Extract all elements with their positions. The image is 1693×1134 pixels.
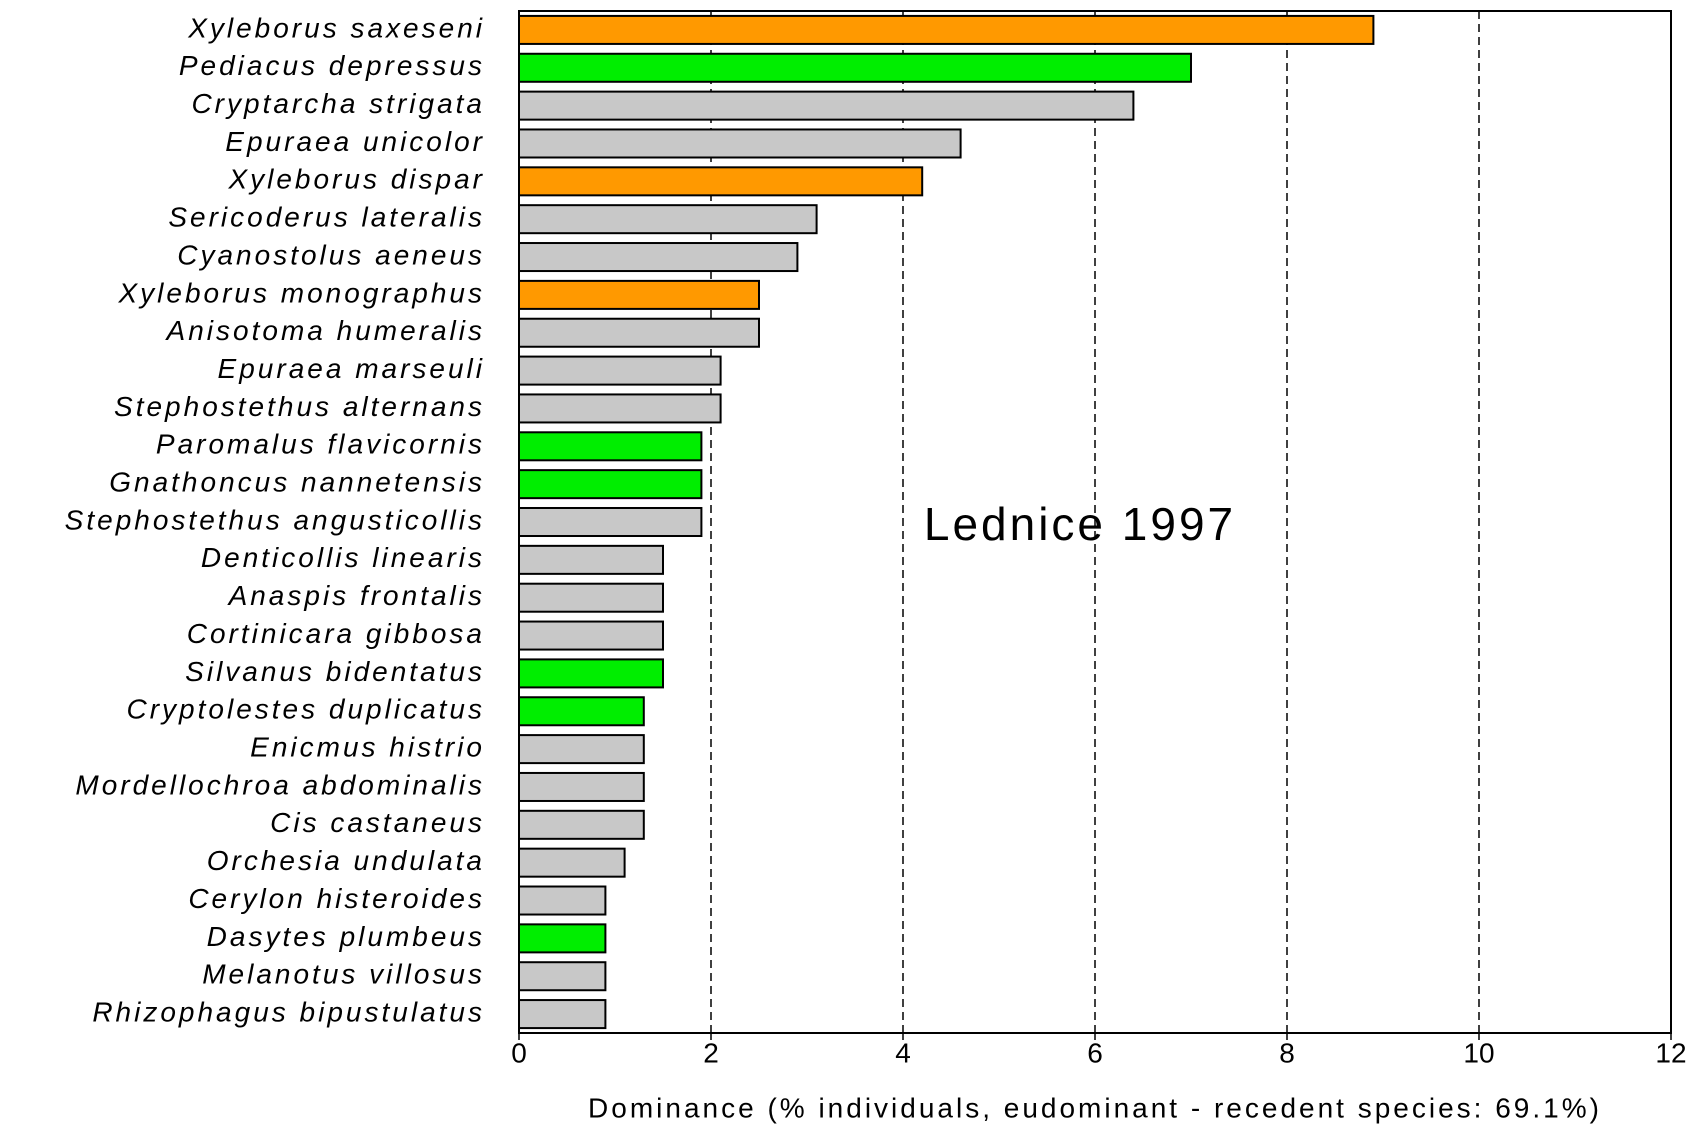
y-tick-label: Xyleborus saxeseni: [187, 12, 485, 43]
x-tick-label: 2: [703, 1037, 719, 1068]
x-tick-label: 4: [895, 1037, 911, 1068]
y-tick-label: Denticollis linearis: [201, 542, 485, 573]
bar: [518, 734, 645, 765]
bar: [518, 204, 818, 235]
plot-frame: [518, 10, 1672, 1034]
y-tick-label: Epuraea marseuli: [218, 353, 485, 384]
bar: [518, 809, 645, 840]
bar: [518, 469, 703, 500]
y-tick-label: Epuraea unicolor: [225, 126, 485, 157]
bar: [518, 999, 607, 1030]
bar: [518, 393, 722, 424]
y-tick-label: Xyleborus dispar: [227, 164, 485, 195]
y-tick-label: Stephostethus angusticollis: [65, 504, 485, 535]
bar: [518, 52, 1192, 83]
x-tick-label: 0: [511, 1037, 527, 1068]
bar: [518, 279, 760, 310]
y-tick-label: Gnathoncus nannetensis: [109, 467, 485, 498]
x-tick-label: 10: [1463, 1037, 1494, 1068]
y-tick-label: Anaspis frontalis: [227, 580, 485, 611]
y-tick-label: Pediacus depressus: [179, 50, 485, 81]
x-tick-label: 8: [1279, 1037, 1295, 1068]
y-tick-label: Mordellochroa abdominalis: [75, 769, 485, 800]
y-tick-label: Xyleborus monographus: [117, 277, 485, 308]
bar: [518, 166, 924, 197]
bar: [518, 658, 664, 689]
y-tick-label: Rhizophagus bipustulatus: [92, 996, 485, 1027]
bar: [518, 128, 962, 159]
y-tick-label: Dasytes plumbeus: [207, 921, 485, 952]
y-tick-label: Stephostethus alternans: [114, 391, 485, 422]
bar: [518, 242, 799, 273]
bar: [518, 317, 760, 348]
bar: [518, 885, 607, 916]
bar: [518, 771, 645, 802]
bar: [518, 506, 703, 538]
y-tick-label: Cortinicara gibbosa: [187, 618, 485, 649]
y-tick-label: Cis castaneus: [270, 807, 485, 838]
x-tick-label: 6: [1087, 1037, 1103, 1068]
y-tick-label: Orchesia undulata: [207, 845, 485, 876]
bar: [518, 431, 703, 462]
annotation: Lednice 1997: [924, 498, 1236, 550]
y-tick-label: Silvanus bidentatus: [185, 656, 485, 687]
y-tick-label: Enicmus histrio: [250, 732, 485, 763]
bar: [518, 696, 645, 727]
bar: [518, 355, 722, 386]
y-tick-label: Anisotoma humeralis: [165, 315, 485, 346]
bar: [518, 961, 607, 992]
x-tick-label: 12: [1655, 1037, 1686, 1068]
bar: [518, 620, 664, 651]
y-tick-label: Sericoderus lateralis: [168, 202, 485, 233]
y-tick-label: Cryptolestes duplicatus: [127, 694, 485, 725]
x-axis-label: Dominance (% individuals, eudominant - r…: [588, 1092, 1602, 1123]
bar: [518, 847, 626, 878]
bar: [518, 923, 607, 954]
bar: [518, 544, 664, 575]
y-tick-label: Cerylon histeroides: [188, 883, 485, 914]
y-tick-label: Melanotus villosus: [202, 959, 485, 990]
y-tick-label: Cyanostolus aeneus: [177, 239, 485, 270]
bar: [518, 90, 1135, 121]
y-tick-label: Cryptarcha strigata: [191, 88, 485, 119]
y-tick-label: Paromalus flavicornis: [156, 429, 485, 460]
bar: [518, 14, 1375, 45]
bar: [518, 582, 664, 613]
